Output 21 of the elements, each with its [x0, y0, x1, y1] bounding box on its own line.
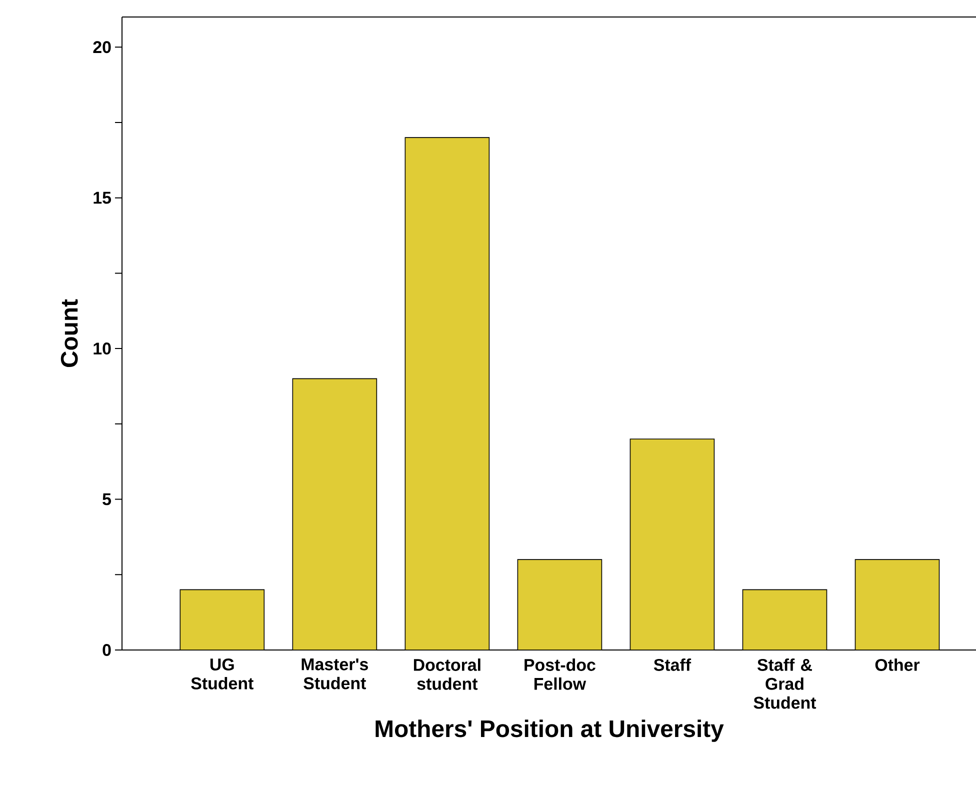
y-axis-title: Count	[60, 299, 78, 368]
x-tick-label: Other	[875, 658, 920, 671]
bar	[292, 378, 378, 650]
bar	[854, 559, 940, 650]
y-tick-label: 10	[94, 342, 111, 355]
bar	[517, 559, 602, 650]
y-tick-label: 0	[102, 644, 111, 656]
x-tick-label: UG Student	[191, 658, 254, 690]
x-tick-label: Master's Student	[302, 658, 368, 690]
bar	[404, 137, 490, 650]
x-tick-label: Doctoral student	[414, 658, 480, 690]
bar	[180, 589, 265, 650]
x-tick-label: Staff & Grad Student	[754, 658, 816, 709]
x-tick-label: Post-doc Fellow	[524, 658, 596, 690]
y-tick-label: 5	[102, 493, 112, 506]
x-tick-label: Staff	[654, 658, 692, 671]
y-tick-label: 15	[94, 192, 112, 204]
bar	[742, 589, 828, 650]
x-axis-title: Mothers' Position at University	[376, 720, 724, 742]
bar	[630, 438, 715, 650]
y-tick-label: 20	[93, 41, 111, 54]
